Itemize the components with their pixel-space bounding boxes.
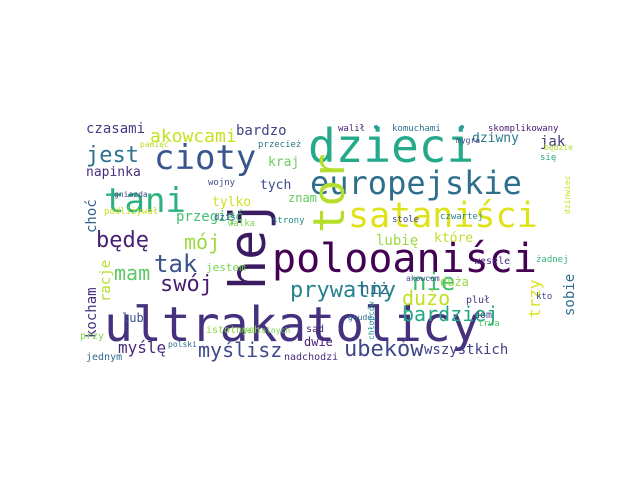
cloud-word: dzinwiec [563,175,572,214]
cloud-word: kto [536,292,552,302]
cloud-word: niż [360,279,389,298]
cloud-word: sobie [562,274,578,316]
cloud-word: trzy [525,279,544,318]
cloud-word: walka [228,219,255,229]
cloud-word: europejskie [310,164,522,202]
dot-decoration [374,125,378,129]
cloud-word: przy [80,331,104,342]
cloud-word: racje [98,260,114,302]
cloud-word: myślę [118,338,166,357]
cloud-word: się [540,153,556,163]
cloud-word: jednym [86,352,122,363]
cloud-word: mam [114,261,150,285]
cloud-word: choć [84,199,100,233]
cloud-word: dziwny [472,131,519,146]
cloud-word: cioty [154,138,256,178]
cloud-word: skomplikowany [488,124,559,134]
cloud-word: nadchodzi [284,352,338,363]
cloud-word: goudę [348,313,372,322]
cloud-word: przecież [258,140,301,150]
cloud-word: przegięć [176,209,243,225]
cloud-word: sąd [306,324,324,335]
cloud-word: tylko [212,195,251,210]
cloud-word: chłopców [366,301,376,340]
cloud-word: hej [219,200,277,290]
cloud-word: mój [184,230,220,254]
cloud-word: trwa [478,319,500,329]
cloud-word: wojny [208,178,236,188]
cloud-word: bardziej [402,302,498,326]
cloud-word: akowcom [406,274,440,283]
cloud-word: istotnych [206,325,260,336]
dot-decoration [460,125,464,129]
cloud-word: kocham [84,287,100,338]
cloud-word: wesele [474,256,510,267]
cloud-word: gniazda [114,190,148,199]
cloud-word: dzieci [308,119,474,173]
cloud-word: jestem [206,261,246,274]
cloud-word: bardzo [236,123,287,139]
cloud-word: strony [272,216,305,226]
cloud-word: medialnych [242,326,290,335]
cloud-word: kraj [268,155,299,170]
cloud-word: podliżywał [104,207,158,217]
cloud-word: mygra [456,136,480,145]
cloud-word: tych [260,178,291,193]
cloud-word: które [434,231,473,246]
cloud-word: będę [96,228,149,253]
cloud-word: nie [412,268,455,296]
cloud-word: jak [540,134,566,150]
cloud-word: czasami [86,121,145,137]
cloud-word: czwartej [440,212,483,222]
cloud-word: jest [86,143,139,168]
cloud-word: satan­iści [348,196,538,236]
cloud-word: tani [104,181,186,221]
cloud-word: swój [160,272,213,297]
cloud-word: lubię [376,233,418,249]
cloud-word: będzie [544,143,573,152]
cloud-word: akowcami [150,126,237,147]
cloud-word: pamięć [140,139,169,149]
cloud-word: ultrakatolicy [104,297,480,353]
cloud-word: duża [440,275,469,289]
cloud-word: prywatny [290,278,396,303]
cloud-word: dużo [402,286,450,310]
cloud-word: żadnej [536,255,569,265]
cloud-word: stole [392,215,419,225]
cloud-word: walił [338,124,365,134]
cloud-word: znam [288,191,317,205]
cloud-word: dom [474,310,492,321]
cloud-word: dziś [214,212,236,223]
cloud-word: myślisz [198,338,282,362]
cloud-word: dwie [304,335,333,349]
cloud-word: tor [304,154,355,233]
cloud-word: polooaniści [272,236,537,282]
cloud-word: komuchami [392,124,441,134]
cloud-word: ubeków [344,337,424,362]
cloud-word: polski [168,340,197,349]
cloud-word: lub [122,311,144,325]
cloud-word: pluł [466,295,490,306]
cloud-word: napinka [86,165,141,180]
cloud-word: wszystkich [424,342,508,358]
cloud-word: tak [154,250,198,278]
